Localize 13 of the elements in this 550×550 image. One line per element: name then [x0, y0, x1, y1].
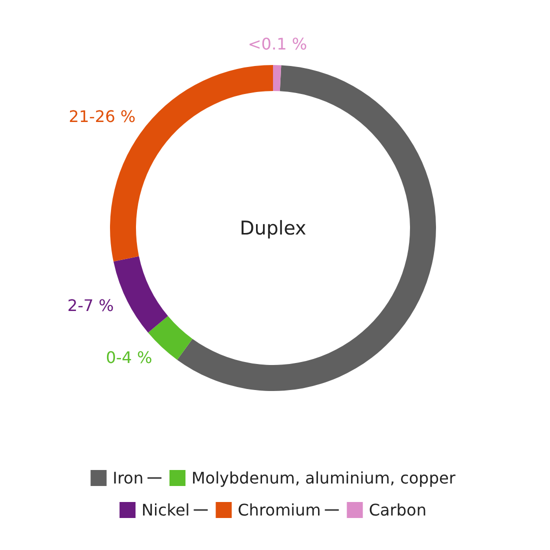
legend-label: Iron	[112, 468, 144, 488]
donut-slice	[177, 65, 436, 391]
legend-label: Nickel	[142, 500, 190, 520]
text: Duplex	[240, 218, 306, 240]
legend-label: Molybdenum, aluminium, copper	[191, 468, 456, 488]
legend-label: Chromium	[238, 500, 321, 520]
text: 21-26 %	[68, 107, 136, 126]
text: <0.1 %	[248, 34, 308, 54]
donut-slice	[273, 65, 282, 92]
text: 0-4 %	[106, 348, 152, 368]
text: 2-7 %	[67, 296, 114, 315]
legend-label: Carbon	[368, 500, 426, 520]
donut-slice	[113, 256, 168, 333]
